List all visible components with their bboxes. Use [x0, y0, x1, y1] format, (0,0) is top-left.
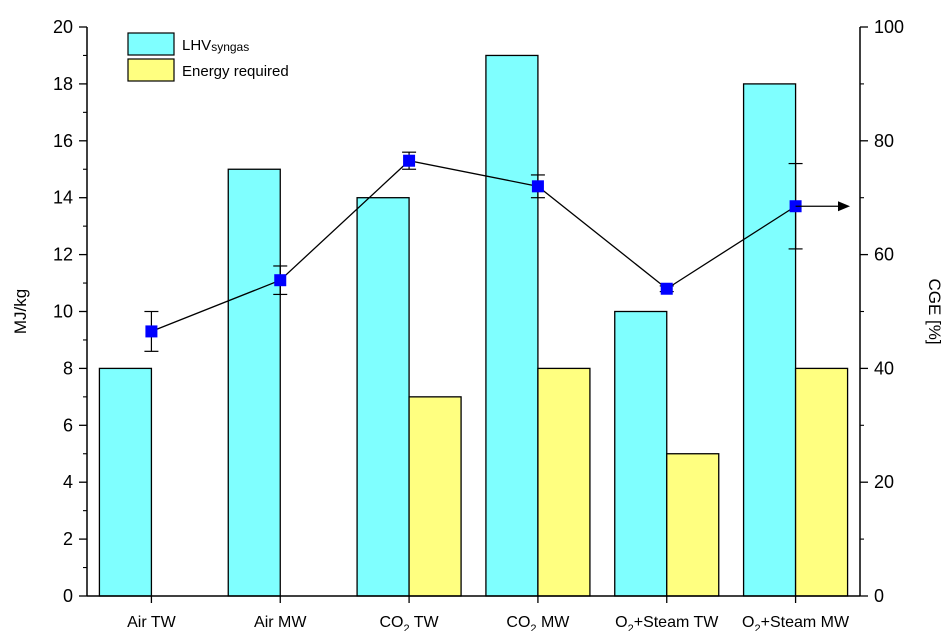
right-tick-label: 40	[874, 358, 894, 378]
cge-point-3	[531, 180, 544, 193]
left-tick-label: 18	[53, 74, 73, 94]
lhv-bar-0	[98, 367, 153, 597]
axes-layer: 0 2 4 6 8 10 12 14 16 18 20 0 20 40 60 80 100 Air TW Air M…	[11, 17, 944, 631]
left-tick-label: 8	[63, 358, 73, 378]
energy-bar-2	[408, 396, 462, 597]
left-tick-label: 0	[63, 586, 73, 606]
cge-line	[151, 160, 796, 333]
right-tick-label: 0	[874, 586, 884, 606]
cge-point-4	[660, 282, 673, 295]
lhv-bar-3	[485, 54, 539, 597]
legend: LHVsyngas Energy required	[127, 32, 289, 82]
lhv-bar-1	[227, 168, 281, 597]
bars-layer	[98, 54, 849, 597]
legend-label: LHVsyngas	[182, 37, 249, 54]
cge-line-layer	[144, 151, 850, 352]
x-tick-label: Air MW	[254, 614, 307, 631]
energy-bar-5	[794, 367, 849, 597]
x-tick-label: CO2 TW	[380, 614, 440, 631]
right-axis-title: CGE [%]	[925, 278, 944, 344]
lhv-bar-4	[614, 310, 668, 597]
cge-point-2	[403, 154, 416, 167]
left-tick-label: 12	[53, 245, 73, 265]
right-tick-label: 60	[874, 245, 894, 265]
right-axis-arrow-icon	[838, 201, 850, 212]
legend-swatch	[127, 32, 175, 56]
left-tick-label: 16	[53, 131, 73, 151]
x-tick-label: Air TW	[127, 614, 176, 631]
left-tick-label: 20	[53, 17, 73, 37]
legend-label: Energy required	[182, 63, 289, 80]
legend-swatch	[127, 58, 175, 82]
right-tick-label: 100	[874, 17, 904, 37]
left-tick-label: 4	[63, 472, 73, 492]
left-axis-title: MJ/kg	[11, 289, 30, 334]
left-tick-label: 2	[63, 529, 73, 549]
right-tick-label: 80	[874, 131, 894, 151]
lhv-bar-5	[742, 83, 797, 597]
right-tick-label: 20	[874, 472, 894, 492]
x-tick-label: O2+Steam MW	[742, 614, 850, 631]
left-tick-label: 6	[63, 415, 73, 435]
x-tick-label: O2+Steam TW	[615, 614, 719, 631]
lhv-bar-2	[356, 197, 410, 597]
left-tick-label: 14	[53, 188, 73, 208]
energy-bar-4	[666, 453, 720, 597]
left-tick-label: 10	[53, 302, 73, 322]
cge-point-0	[145, 325, 158, 338]
energy-bar-3	[537, 367, 591, 597]
x-tick-label: CO2 MW	[506, 614, 570, 631]
cge-point-1	[274, 274, 287, 287]
